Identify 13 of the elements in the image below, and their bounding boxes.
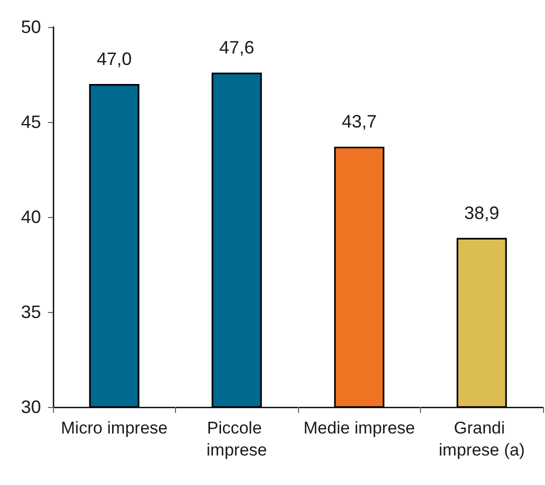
data-label: 43,7 [342, 112, 377, 132]
y-tick-label: 45 [20, 112, 41, 132]
x-tick-label: Medie imprese [304, 418, 415, 438]
x-tick-label: Grandi imprese (a) [438, 418, 525, 460]
data-label: 47,0 [96, 49, 132, 69]
x-tick-label: Piccole imprese [206, 418, 267, 460]
y-tick-label: 40 [20, 207, 41, 227]
data-label: 47,6 [219, 38, 254, 58]
data-label: 38,9 [464, 202, 500, 223]
y-tick-label: 30 [20, 397, 41, 417]
x-tick-label: Micro imprese [60, 418, 168, 438]
y-tick-label: 50 [20, 17, 41, 37]
y-tick-label: 35 [20, 302, 41, 322]
